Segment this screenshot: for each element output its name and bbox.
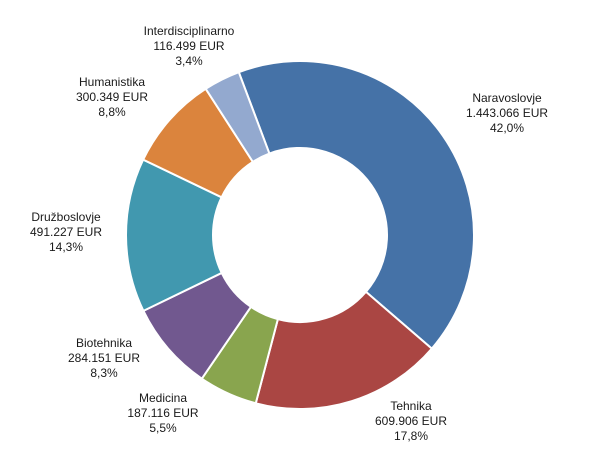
label-amount-druzboslovje: 491.227 EUR <box>30 225 102 239</box>
label-category-biotehnika: Biotehnika <box>76 336 132 350</box>
slice-naravoslovje <box>237 60 475 351</box>
label-category-humanistika: Humanistika <box>79 75 145 89</box>
label-amount-naravoslovje: 1.443.066 EUR <box>466 106 548 120</box>
label-percent-druzboslovje: 14,3% <box>49 240 83 254</box>
label-amount-humanistika: 300.349 EUR <box>76 90 148 104</box>
label-amount-interdisciplinarno: 116.499 EUR <box>153 39 224 53</box>
label-amount-tehnika: 609.906 EUR <box>375 414 447 428</box>
label-percent-biotehnika: 8,3% <box>90 366 118 380</box>
label-amount-medicina: 187.116 EUR <box>127 406 198 420</box>
slice-tehnika <box>254 290 434 410</box>
label-percent-interdisciplinarno: 3,4% <box>175 54 203 68</box>
label-category-interdisciplinarno: Interdisciplinarno <box>144 24 235 38</box>
slice-interdisciplinarno <box>204 70 271 164</box>
label-amount-biotehnika: 284.151 EUR <box>68 351 140 365</box>
label-category-medicina: Medicina <box>139 391 187 405</box>
label-percent-humanistika: 8,8% <box>98 105 126 119</box>
label-percent-tehnika: 17,8% <box>394 429 428 443</box>
slices-layer <box>125 60 475 410</box>
label-percent-naravoslovje: 42,0% <box>490 121 524 135</box>
label-category-tehnika: Tehnika <box>390 399 432 413</box>
label-percent-medicina: 5,5% <box>149 421 177 435</box>
label-category-druzboslovje: Družboslovje <box>31 210 101 224</box>
label-category-naravoslovje: Naravoslovje <box>472 91 542 105</box>
